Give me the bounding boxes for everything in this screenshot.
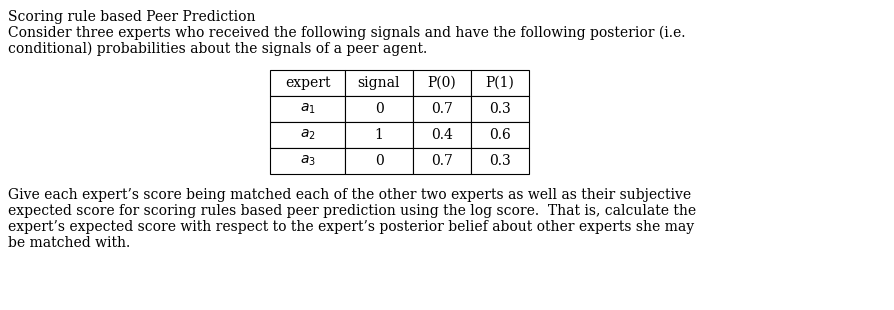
Bar bbox=[471, 148, 529, 174]
Text: 0.7: 0.7 bbox=[431, 102, 453, 116]
Text: 0: 0 bbox=[375, 154, 384, 168]
Text: expert: expert bbox=[285, 76, 330, 90]
Text: P(1): P(1) bbox=[485, 76, 514, 90]
Text: Scoring rule based Peer Prediction: Scoring rule based Peer Prediction bbox=[8, 10, 256, 24]
Text: 1: 1 bbox=[375, 128, 384, 142]
Bar bbox=[345, 70, 413, 96]
Text: conditional) probabilities about the signals of a peer agent.: conditional) probabilities about the sig… bbox=[8, 42, 427, 56]
Text: 0.4: 0.4 bbox=[431, 128, 453, 142]
Bar bbox=[413, 70, 471, 96]
Text: expert’s expected score with respect to the expert’s posterior belief about othe: expert’s expected score with respect to … bbox=[8, 220, 694, 234]
Bar bbox=[270, 148, 345, 174]
Bar bbox=[345, 122, 413, 148]
Text: $a_3$: $a_3$ bbox=[299, 154, 316, 168]
Bar bbox=[345, 96, 413, 122]
Text: signal: signal bbox=[358, 76, 401, 90]
Bar bbox=[413, 122, 471, 148]
Text: 0: 0 bbox=[375, 102, 384, 116]
Text: $a_1$: $a_1$ bbox=[299, 102, 316, 116]
Bar bbox=[345, 148, 413, 174]
Text: Give each expert’s score being matched each of the other two experts as well as : Give each expert’s score being matched e… bbox=[8, 188, 691, 202]
Bar bbox=[413, 148, 471, 174]
Text: P(0): P(0) bbox=[427, 76, 456, 90]
Text: 0.6: 0.6 bbox=[489, 128, 510, 142]
Bar bbox=[270, 70, 345, 96]
Text: 0.3: 0.3 bbox=[489, 154, 510, 168]
Text: 0.3: 0.3 bbox=[489, 102, 510, 116]
Bar bbox=[413, 96, 471, 122]
Text: $a_2$: $a_2$ bbox=[299, 128, 316, 142]
Bar bbox=[270, 122, 345, 148]
Bar bbox=[471, 70, 529, 96]
Text: 0.7: 0.7 bbox=[431, 154, 453, 168]
Text: Consider three experts who received the following signals and have the following: Consider three experts who received the … bbox=[8, 26, 686, 40]
Bar bbox=[471, 96, 529, 122]
Bar bbox=[270, 96, 345, 122]
Bar bbox=[471, 122, 529, 148]
Text: be matched with.: be matched with. bbox=[8, 236, 131, 250]
Text: expected score for scoring rules based peer prediction using the log score.  Tha: expected score for scoring rules based p… bbox=[8, 204, 696, 218]
